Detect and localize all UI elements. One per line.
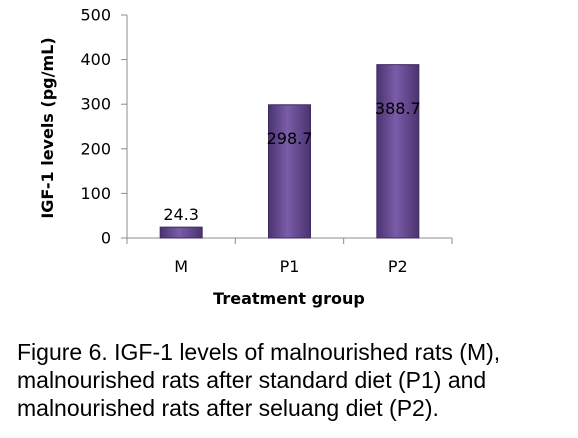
y-tick-label: 100 bbox=[80, 184, 111, 203]
data-label: 388.7 bbox=[375, 99, 421, 118]
bar-m bbox=[159, 226, 203, 239]
y-tick-label: 500 bbox=[80, 6, 111, 25]
bar-p1 bbox=[268, 104, 311, 239]
y-tick-label: 200 bbox=[80, 139, 111, 158]
data-label: 24.3 bbox=[163, 205, 199, 224]
y-tick-label: 0 bbox=[101, 229, 111, 248]
caption-line: Figure 6. IGF-1 levels of malnourished r… bbox=[17, 339, 501, 365]
x-tick-label: P1 bbox=[280, 257, 300, 276]
figure-caption: Figure 6. IGF-1 levels of malnourished r… bbox=[17, 338, 573, 422]
y-tick-label: 300 bbox=[80, 95, 111, 114]
x-tick-label: P2 bbox=[388, 257, 408, 276]
bar-chart: 0 100 200 300 400 500 24.3 M 298.7 P1 388.7 P2 IGF-… bbox=[38, 6, 453, 308]
x-axis-title: Treatment group bbox=[213, 289, 365, 308]
data-label: 298.7 bbox=[267, 129, 313, 148]
y-axis-title: IGF-1 levels (pg/mL) bbox=[38, 37, 57, 218]
x-tick-label: M bbox=[174, 257, 188, 276]
bar-p2 bbox=[376, 64, 420, 239]
caption-line: malnourished rats after seluang diet (P2… bbox=[17, 395, 439, 421]
y-tick-label: 400 bbox=[80, 50, 111, 69]
caption-line: malnourished rats after standard diet (P… bbox=[17, 367, 487, 393]
